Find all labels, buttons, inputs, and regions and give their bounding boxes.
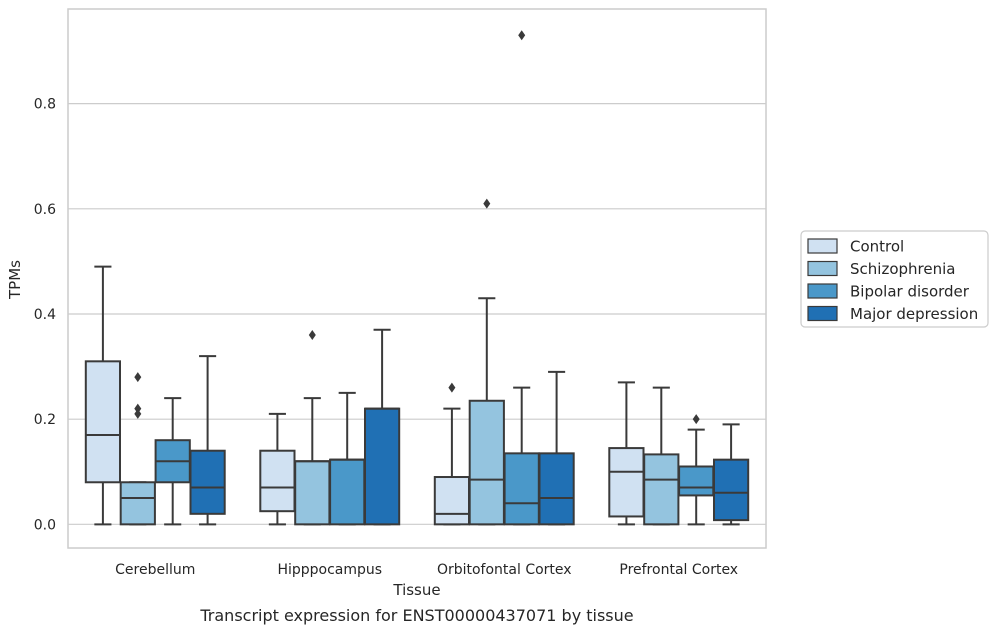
iqr-box [329, 458, 366, 526]
legend-label: Bipolar disorder [850, 283, 970, 301]
box-major-depression [363, 328, 401, 526]
iqr-box [294, 460, 331, 526]
x-tick-label: Orbitofontal Cortex [437, 562, 572, 578]
outlier-point [308, 330, 316, 341]
legend-label: Schizophrenia [850, 260, 955, 278]
x-tick-label: Prefrontal Cortex [619, 562, 738, 578]
box-control [84, 265, 122, 526]
x-tick-label: Cerebellum [115, 562, 195, 578]
legend-swatch [807, 260, 838, 277]
outlier-point [448, 382, 456, 393]
iqr-box [608, 447, 645, 518]
legend: Control Schizophrenia Bipolar disorder Majo… [800, 230, 989, 328]
outlier-point [134, 372, 142, 383]
y-tick-label: 0.0 [34, 517, 56, 533]
legend-label: Control [850, 238, 904, 256]
box-schizophrenia [119, 372, 156, 526]
y-axis-label: TPMs [6, 260, 24, 300]
outlier-point [134, 403, 142, 414]
iqr-box [468, 399, 505, 526]
iqr-box [189, 449, 226, 515]
figure-caption: Transcript expression for ENST0000043707… [200, 606, 634, 625]
y-tick-label: 0.4 [34, 307, 56, 323]
outlier-point [134, 408, 142, 419]
box-major-depression [538, 370, 575, 526]
box-bipolar-disorder [678, 414, 715, 526]
x-tick-label: Hipppocampus [277, 562, 382, 578]
box-bipolar-disorder [329, 391, 366, 526]
iqr-box [84, 360, 122, 484]
legend-swatch [807, 238, 838, 254]
outlier-point [483, 198, 491, 209]
legend-label: Major depression [850, 305, 978, 323]
iqr-box [643, 453, 680, 526]
x-axis-label: Tissue [392, 581, 440, 599]
outlier-point [518, 30, 526, 41]
iqr-box [712, 458, 750, 522]
y-tick-label: 0.8 [34, 97, 56, 113]
plot-frame [67, 8, 767, 549]
iqr-box [503, 452, 540, 526]
y-tick-label: 0.6 [34, 202, 56, 218]
box-bipolar-disorder [154, 397, 191, 526]
legend-frame [800, 230, 989, 328]
y-tick-label: 0.2 [34, 412, 56, 428]
legend-swatch [807, 305, 838, 322]
box-major-depression [189, 355, 226, 526]
box-major-depression [712, 423, 750, 526]
iqr-box [259, 449, 296, 513]
iqr-box [538, 452, 575, 526]
iqr-box [678, 465, 715, 497]
box-schizophrenia [468, 198, 505, 526]
outlier-point [692, 414, 700, 425]
box-schizophrenia [294, 330, 331, 526]
box-schizophrenia [643, 386, 680, 526]
box-control [259, 412, 296, 526]
iqr-box [119, 481, 156, 526]
iqr-box [363, 407, 401, 526]
iqr-box [433, 476, 471, 526]
legend-swatch [807, 283, 838, 299]
